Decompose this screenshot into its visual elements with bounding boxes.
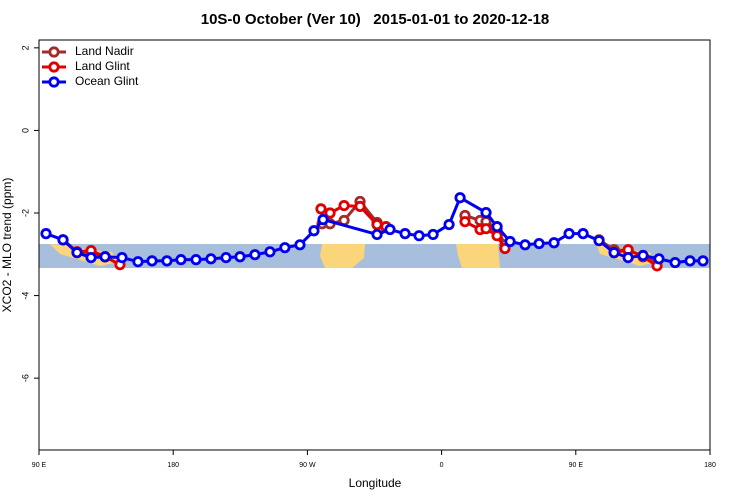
data-point <box>99 251 111 263</box>
x-tick-label: 90 E <box>32 462 47 469</box>
legend-label: Ocean Glint <box>75 74 139 88</box>
data-point <box>491 221 503 233</box>
data-point <box>480 206 492 219</box>
legend-swatch-marker <box>48 61 60 73</box>
data-point <box>234 251 246 263</box>
data-point <box>622 251 634 264</box>
data-point <box>40 228 52 240</box>
data-point <box>454 192 466 204</box>
data-point <box>205 253 217 265</box>
data-point <box>371 218 383 231</box>
data-point <box>504 235 516 248</box>
data-point <box>697 255 709 267</box>
data-point <box>317 214 329 226</box>
data-point <box>294 239 306 251</box>
y-tick-label: -4 <box>20 292 30 300</box>
data-point <box>264 246 276 258</box>
data-point <box>315 203 327 215</box>
x-tick-label: 180 <box>167 462 179 469</box>
data-point <box>427 228 439 241</box>
data-point <box>175 254 187 266</box>
plot-frame <box>38 39 711 451</box>
data-point <box>161 255 173 267</box>
data-point <box>57 234 69 246</box>
x-tick-label: 90 E <box>569 462 584 469</box>
data-point <box>608 247 620 259</box>
data-point <box>146 255 158 267</box>
y-tick-label: -6 <box>20 374 30 382</box>
data-point <box>354 200 366 212</box>
data-point <box>399 228 411 240</box>
legend-swatch-marker <box>48 76 60 88</box>
y-tick-label: 0 <box>20 128 30 133</box>
x-axis-label: Longitude <box>349 476 402 490</box>
data-point <box>220 251 232 264</box>
data-point <box>384 223 396 236</box>
data-point <box>577 228 589 240</box>
data-point <box>669 256 681 269</box>
data-point <box>71 247 83 259</box>
data-point <box>563 228 575 240</box>
x-tick-label: 180 <box>704 462 716 469</box>
data-point <box>499 242 511 255</box>
data-point <box>519 239 531 251</box>
data-point <box>249 249 261 261</box>
data-point <box>371 228 383 241</box>
x-tick-label: 90 W <box>299 462 316 469</box>
x-tick-label: 0 <box>440 462 444 469</box>
y-tick-label: -2 <box>20 209 30 217</box>
y-axis-label: XCO2 - MLO trend (ppm) <box>0 178 14 313</box>
data-point <box>190 254 202 266</box>
legend-label: Land Glint <box>75 59 130 73</box>
data-point <box>593 235 605 247</box>
data-point <box>308 225 320 237</box>
data-point <box>459 216 471 228</box>
data-point <box>338 199 350 212</box>
legend-label: Land Nadir <box>75 44 134 58</box>
data-point <box>491 230 503 242</box>
chart-title: 10S-0 October (Ver 10) 2015-01-01 to 202… <box>201 11 550 28</box>
data-point <box>132 256 144 268</box>
data-point <box>684 255 696 267</box>
data-point <box>533 237 545 250</box>
data-point <box>653 253 665 265</box>
data-point <box>548 237 560 249</box>
data-point <box>637 249 649 262</box>
data-point <box>480 223 492 235</box>
legend-swatch-marker <box>48 46 60 58</box>
data-point <box>324 207 336 219</box>
data-point <box>85 251 97 264</box>
data-point <box>413 230 425 242</box>
y-tick-label: 2 <box>20 45 30 50</box>
data-point <box>116 251 128 264</box>
data-point <box>279 242 291 254</box>
data-point <box>443 218 455 231</box>
